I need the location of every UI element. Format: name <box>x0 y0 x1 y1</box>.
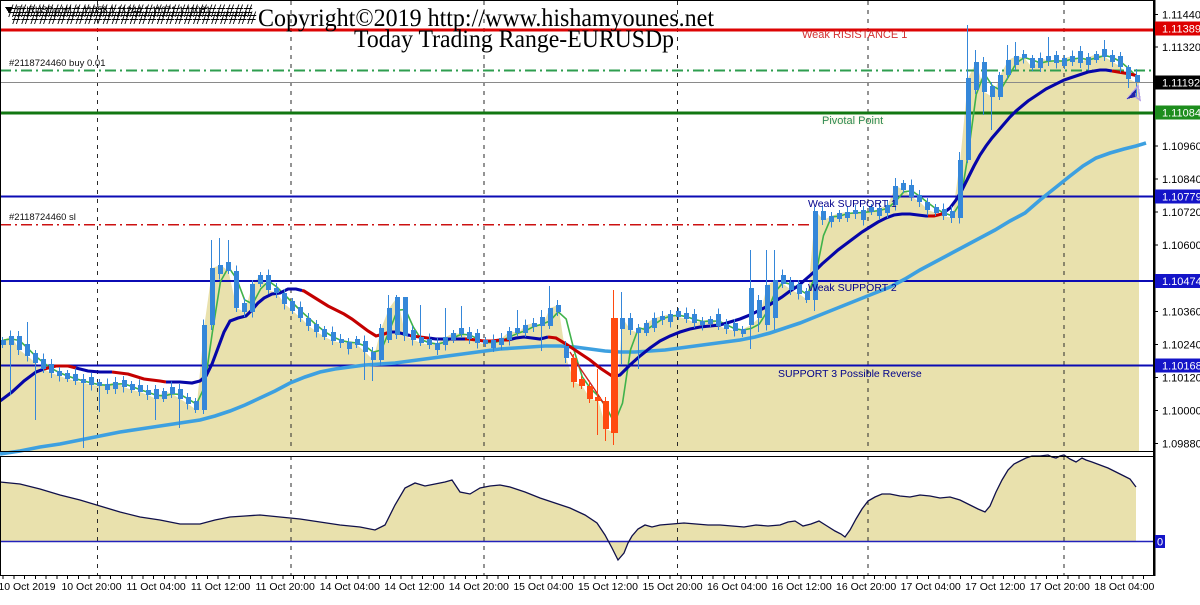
svg-text:Copyright©2019 http://www.hish: Copyright©2019 http://www.hishamyounes.n… <box>258 5 714 32</box>
svg-text:1.11389: 1.11389 <box>1162 24 1200 36</box>
svg-text:1.10168: 1.10168 <box>1162 361 1200 373</box>
svg-text:EURUSDp,H1 1.11058 1.11244 1.1: EURUSDp,H1 1.11058 1.11244 1.11071 1.110… <box>16 5 210 15</box>
svg-text:1.10720: 1.10720 <box>1162 207 1200 219</box>
svg-text:1.10600: 1.10600 <box>1162 240 1200 252</box>
svg-text:###########################: ########################### <box>8 1 252 22</box>
svg-text:11 Oct 12:00: 11 Oct 12:00 <box>191 581 251 593</box>
svg-text:16 Oct 04:00: 16 Oct 04:00 <box>707 581 767 593</box>
svg-text:17 Oct 20:00: 17 Oct 20:00 <box>1030 581 1090 593</box>
svg-text:10 Oct 2019: 10 Oct 2019 <box>0 581 56 593</box>
svg-text:1.10840: 1.10840 <box>1162 174 1200 186</box>
svg-text:1.10120: 1.10120 <box>1162 373 1200 385</box>
svg-text:11 Oct 04:00: 11 Oct 04:00 <box>126 581 186 593</box>
svg-text:1.11320: 1.11320 <box>1162 42 1200 54</box>
svg-text:11 Oct 20:00: 11 Oct 20:00 <box>256 581 316 593</box>
svg-text:1.10960: 1.10960 <box>1162 141 1200 153</box>
svg-text:1.10240: 1.10240 <box>1162 340 1200 352</box>
svg-text:1.09880: 1.09880 <box>1162 439 1200 451</box>
svg-text:10 Oct 20:00: 10 Oct 20:00 <box>61 581 121 593</box>
svg-text:15 Oct 04:00: 15 Oct 04:00 <box>513 581 573 593</box>
svg-text:1.11440: 1.11440 <box>1162 10 1200 22</box>
svg-text:18 Oct 04:00: 18 Oct 04:00 <box>1094 581 1154 593</box>
svg-text:15 Oct 20:00: 15 Oct 20:00 <box>642 581 702 593</box>
svg-text:16 Oct 20:00: 16 Oct 20:00 <box>836 581 896 593</box>
svg-text:16 Oct 12:00: 16 Oct 12:00 <box>772 581 832 593</box>
svg-text:###########################: ########################### <box>12 8 256 29</box>
svg-text:15 Oct 12:00: 15 Oct 12:00 <box>578 581 638 593</box>
svg-text:1.11084: 1.11084 <box>1162 108 1200 120</box>
svg-text:14 Oct 04:00: 14 Oct 04:00 <box>320 581 380 593</box>
svg-text:14 Oct 12:00: 14 Oct 12:00 <box>384 581 444 593</box>
svg-text:17 Oct 04:00: 17 Oct 04:00 <box>901 581 961 593</box>
svg-text:Today Trading Range-EURUSDp: Today Trading Range-EURUSDp <box>354 26 674 53</box>
svg-text:1.10360: 1.10360 <box>1162 307 1200 319</box>
svg-text:1.11192: 1.11192 <box>1162 78 1200 90</box>
svg-text:17 Oct 12:00: 17 Oct 12:00 <box>965 581 1025 593</box>
svg-text:14 Oct 20:00: 14 Oct 20:00 <box>449 581 509 593</box>
svg-text:0: 0 <box>1157 537 1163 549</box>
svg-text:1.10474: 1.10474 <box>1162 276 1200 288</box>
svg-text:1.10779: 1.10779 <box>1162 192 1200 204</box>
svg-text:1.10000: 1.10000 <box>1162 406 1200 418</box>
